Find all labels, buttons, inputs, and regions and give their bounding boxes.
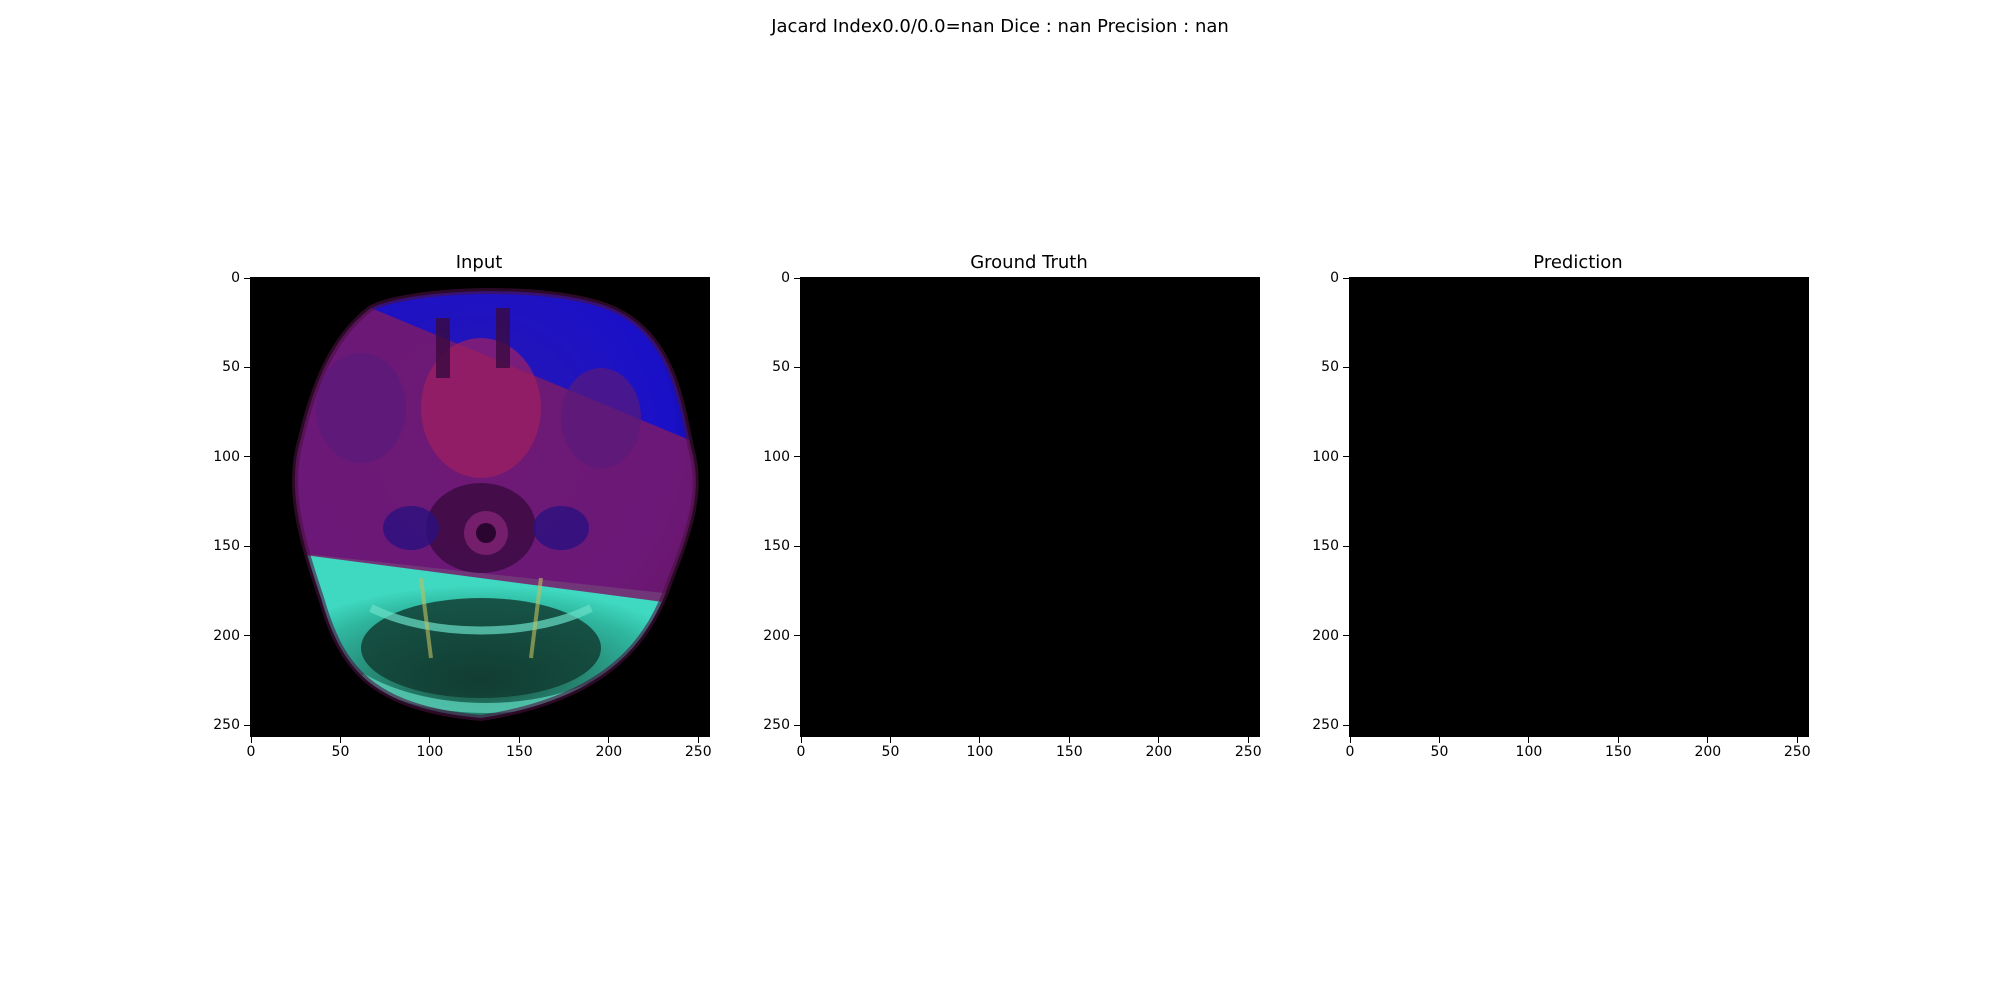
x-tick-label: 100 (966, 744, 994, 760)
x-tick-label: 50 (331, 744, 350, 760)
y-tick-mark (1343, 724, 1349, 726)
x-tick-mark (1349, 737, 1351, 743)
y-tick-label: 50 (222, 359, 240, 376)
x-tick-label: 150 (505, 744, 533, 760)
x-tick-mark (339, 737, 341, 743)
x-tick-label: 100 (1515, 744, 1543, 760)
x-tick-mark (697, 737, 699, 743)
y-tick-label: 250 (213, 717, 240, 734)
y-tick-label: 150 (1312, 538, 1339, 555)
x-tick-mark (1068, 737, 1070, 743)
x-tick-label: 250 (1234, 744, 1262, 760)
y-tick-mark (1343, 456, 1349, 458)
y-tick-label: 150 (763, 538, 790, 555)
input-title: Input (455, 252, 503, 273)
y-tick-mark (794, 545, 800, 547)
y-tick-mark (244, 277, 250, 279)
x-tick-mark (889, 737, 891, 743)
x-tick-mark (800, 737, 802, 743)
y-tick-label: 200 (763, 627, 790, 644)
y-tick-mark (794, 277, 800, 279)
x-tick-label: 50 (881, 744, 900, 760)
prediction-title: Prediction (1533, 252, 1623, 273)
x-tick-mark (608, 737, 610, 743)
y-tick-label: 50 (772, 359, 790, 376)
x-tick-label: 250 (1783, 744, 1811, 760)
y-tick-mark (244, 635, 250, 637)
x-tick-label: 100 (416, 744, 444, 760)
y-tick-label: 0 (781, 270, 790, 286)
y-tick-mark (1343, 366, 1349, 368)
x-tick-mark (1617, 737, 1619, 743)
y-tick-label: 100 (213, 448, 240, 465)
y-tick-label: 150 (213, 538, 240, 555)
y-tick-label: 0 (231, 270, 240, 286)
y-tick-mark (1343, 545, 1349, 547)
y-tick-mark (1343, 277, 1349, 279)
ground-truth-axes (800, 277, 1260, 737)
x-tick-mark (429, 737, 431, 743)
y-tick-mark (244, 545, 250, 547)
x-tick-mark (1158, 737, 1160, 743)
y-tick-mark (244, 456, 250, 458)
x-tick-label: 0 (1345, 744, 1355, 760)
input-axes (250, 277, 710, 737)
y-tick-label: 200 (1312, 627, 1339, 644)
mri-image (251, 278, 709, 736)
figure-suptitle: Jacard Index0.0/0.0=nan Dice : nan Preci… (771, 16, 1229, 37)
y-tick-label: 100 (763, 448, 790, 465)
y-tick-label: 50 (1321, 359, 1339, 376)
y-tick-mark (244, 366, 250, 368)
x-tick-label: 200 (1145, 744, 1173, 760)
y-tick-label: 200 (213, 627, 240, 644)
y-tick-mark (794, 724, 800, 726)
x-tick-mark (1796, 737, 1798, 743)
x-tick-label: 50 (1430, 744, 1449, 760)
x-tick-label: 150 (1604, 744, 1632, 760)
x-tick-mark (1707, 737, 1709, 743)
x-tick-mark (979, 737, 981, 743)
y-tick-mark (1343, 635, 1349, 637)
prediction-axes (1349, 277, 1809, 737)
x-tick-label: 150 (1055, 744, 1083, 760)
x-tick-mark (1438, 737, 1440, 743)
y-tick-label: 0 (1330, 270, 1339, 286)
x-tick-label: 200 (1694, 744, 1722, 760)
x-tick-mark (1528, 737, 1530, 743)
y-tick-mark (244, 724, 250, 726)
y-tick-label: 250 (1312, 717, 1339, 734)
x-tick-mark (250, 737, 252, 743)
y-tick-label: 100 (1312, 448, 1339, 465)
x-tick-label: 0 (796, 744, 806, 760)
x-tick-mark (1247, 737, 1249, 743)
x-tick-label: 200 (595, 744, 623, 760)
x-tick-label: 0 (246, 744, 256, 760)
y-tick-mark (794, 635, 800, 637)
y-tick-mark (794, 456, 800, 458)
y-tick-label: 250 (763, 717, 790, 734)
x-tick-mark (518, 737, 520, 743)
x-tick-label: 250 (684, 744, 712, 760)
y-tick-mark (794, 366, 800, 368)
ground-truth-title: Ground Truth (970, 252, 1088, 273)
